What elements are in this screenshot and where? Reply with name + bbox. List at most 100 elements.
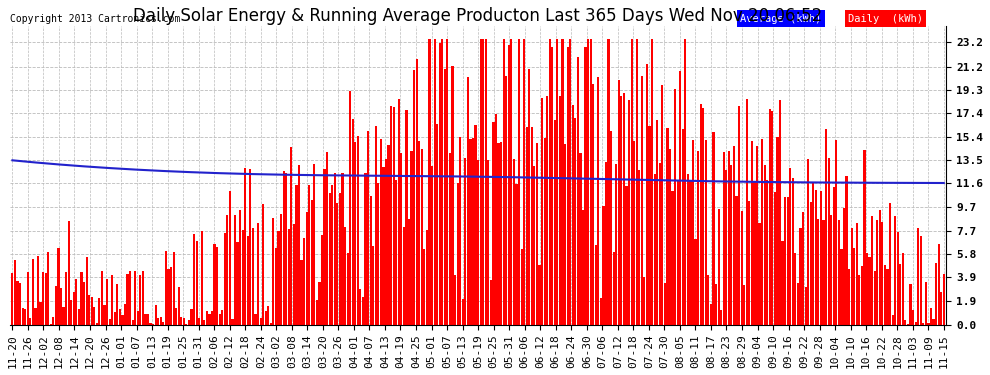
- Bar: [193, 234, 195, 325]
- Bar: [474, 125, 476, 325]
- Bar: [249, 169, 251, 325]
- Bar: [170, 267, 172, 325]
- Bar: [162, 322, 164, 325]
- Bar: [354, 142, 356, 325]
- Bar: [539, 264, 541, 325]
- Bar: [942, 274, 944, 325]
- Bar: [206, 311, 208, 325]
- Bar: [899, 264, 901, 325]
- Bar: [431, 166, 433, 325]
- Bar: [848, 269, 850, 325]
- Bar: [912, 310, 914, 325]
- Bar: [444, 69, 446, 325]
- Bar: [718, 209, 720, 325]
- Bar: [62, 307, 64, 325]
- Bar: [346, 253, 348, 325]
- Bar: [324, 169, 326, 325]
- Bar: [167, 269, 169, 325]
- Bar: [687, 174, 689, 325]
- Bar: [19, 283, 21, 325]
- Bar: [516, 184, 518, 325]
- Bar: [723, 152, 725, 325]
- Bar: [534, 166, 536, 325]
- Bar: [267, 306, 269, 325]
- Bar: [784, 197, 786, 325]
- Bar: [608, 39, 610, 325]
- Bar: [756, 146, 758, 325]
- Bar: [738, 106, 741, 325]
- Bar: [868, 256, 870, 325]
- Bar: [101, 272, 103, 325]
- Bar: [85, 257, 88, 325]
- Bar: [651, 39, 653, 325]
- Bar: [674, 88, 676, 325]
- Bar: [748, 201, 750, 325]
- Bar: [758, 223, 760, 325]
- Bar: [313, 164, 316, 325]
- Bar: [838, 220, 840, 325]
- Bar: [362, 297, 364, 325]
- Bar: [337, 203, 339, 325]
- Bar: [272, 218, 274, 325]
- Bar: [536, 143, 538, 325]
- Bar: [842, 207, 845, 325]
- Bar: [553, 120, 556, 325]
- Bar: [257, 223, 259, 325]
- Bar: [152, 324, 154, 325]
- Bar: [741, 211, 742, 325]
- Bar: [933, 319, 935, 325]
- Bar: [695, 239, 697, 325]
- Bar: [377, 183, 379, 325]
- Bar: [873, 271, 876, 325]
- Bar: [439, 43, 441, 325]
- Bar: [122, 315, 124, 325]
- Bar: [892, 315, 894, 325]
- Bar: [641, 75, 643, 325]
- Bar: [541, 98, 544, 325]
- Bar: [229, 191, 231, 325]
- Bar: [418, 141, 421, 325]
- Bar: [60, 288, 62, 325]
- Text: Daily  (kWh): Daily (kWh): [848, 13, 923, 24]
- Bar: [219, 314, 221, 325]
- Bar: [917, 228, 920, 325]
- Bar: [928, 323, 930, 325]
- Bar: [825, 129, 828, 325]
- Bar: [454, 275, 456, 325]
- Bar: [823, 220, 825, 325]
- Bar: [750, 141, 753, 325]
- Bar: [669, 149, 671, 325]
- Bar: [610, 131, 612, 325]
- Bar: [907, 324, 909, 325]
- Bar: [523, 39, 526, 325]
- Bar: [359, 289, 361, 325]
- Bar: [224, 233, 226, 325]
- Bar: [521, 249, 523, 325]
- Bar: [802, 212, 804, 325]
- Bar: [356, 136, 359, 325]
- Bar: [526, 127, 528, 325]
- Bar: [22, 309, 24, 325]
- Bar: [861, 266, 863, 325]
- Bar: [149, 322, 151, 325]
- Bar: [237, 242, 239, 325]
- Bar: [234, 215, 236, 325]
- Bar: [372, 246, 374, 325]
- Bar: [836, 140, 838, 325]
- Bar: [938, 244, 940, 325]
- Bar: [403, 227, 405, 325]
- Bar: [597, 76, 599, 325]
- Bar: [766, 180, 768, 325]
- Bar: [188, 320, 190, 325]
- Bar: [114, 312, 116, 325]
- Bar: [72, 292, 75, 325]
- Bar: [776, 137, 778, 325]
- Bar: [145, 314, 147, 325]
- Bar: [351, 119, 353, 325]
- Bar: [508, 45, 510, 325]
- Bar: [871, 216, 873, 325]
- Bar: [326, 152, 329, 325]
- Bar: [393, 106, 395, 325]
- Bar: [214, 244, 216, 325]
- Bar: [626, 186, 628, 325]
